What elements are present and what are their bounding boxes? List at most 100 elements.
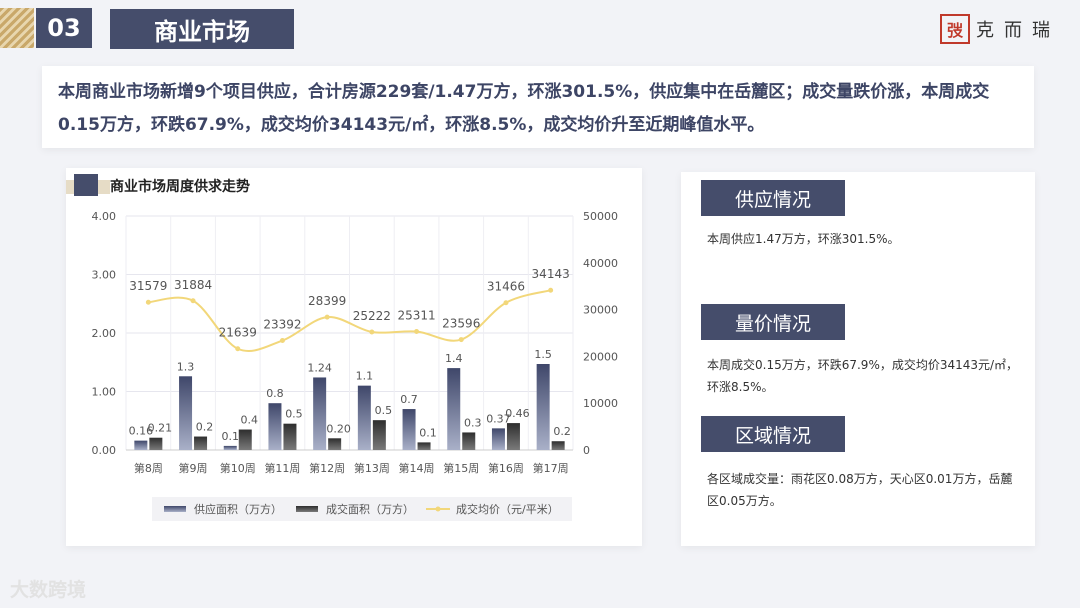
deal-bar (328, 438, 342, 450)
section-title: 商业市场 (110, 9, 294, 49)
legend-supply-swatch (164, 506, 186, 512)
deal-bar (462, 432, 476, 450)
y-left-tick-label: 1.00 (92, 386, 117, 399)
y-right-tick-label: 50000 (583, 210, 618, 223)
chart-card: 商业市场周度供求走势 0.00 1.00 2.00 3.00 4.00 0 10000 200… (66, 168, 642, 546)
deal-data-label: 0.20 (326, 422, 351, 435)
deal-data-label: 0.3 (464, 416, 482, 429)
price-point (503, 300, 509, 306)
deal-data-label: 0.1 (419, 426, 437, 439)
supply-bar (268, 403, 282, 450)
price-data-label: 34143 (532, 267, 570, 281)
chart-title-marker (74, 174, 98, 196)
price-data-label: 23392 (263, 318, 301, 332)
summary-text: 本周商业市场新增9个项目供应，合计房源229套/1.47万方，环涨301.5%，… (58, 82, 990, 135)
x-tick-label: 第13周 (354, 461, 390, 475)
x-tick-label: 第17周 (533, 461, 569, 475)
price-data-label: 28399 (308, 294, 346, 308)
info-panel: 供应情况 本周供应1.47万方，环涨301.5%。 量价情况 本周成交0.15万… (681, 172, 1035, 546)
supply-data-label: 0.7 (400, 393, 418, 406)
supply-data-label: 0.16 (129, 425, 154, 438)
y-right-tick-label: 40000 (583, 257, 618, 270)
supply-bar (491, 428, 505, 450)
legend-background (152, 497, 572, 521)
price-point (369, 329, 375, 335)
volume-price-section-button: 量价情况 (701, 304, 845, 340)
price-point (190, 298, 196, 304)
supply-data-label: 1.24 (307, 361, 332, 374)
header-accent-stripe (0, 8, 34, 48)
x-tick-label: 第16周 (488, 461, 524, 475)
x-tick-label: 第9周 (179, 461, 208, 475)
price-point (235, 346, 241, 352)
deal-bar (506, 423, 520, 450)
section-number: 03 (36, 8, 92, 48)
supply-section-button: 供应情况 (701, 180, 845, 216)
supply-bar (357, 385, 371, 450)
deal-bar (372, 420, 386, 450)
logo-text: 克而瑞 (976, 20, 1060, 41)
y-left-tick-label: 0.00 (92, 444, 117, 457)
brand-logo: 弢 克而瑞 (940, 14, 1060, 44)
x-tick-label: 第10周 (220, 461, 256, 475)
legend-deal-label: 成交面积（万方） (326, 502, 414, 516)
deal-data-label: 0.5 (375, 404, 393, 417)
price-point (145, 299, 151, 305)
x-tick-label: 第12周 (309, 461, 345, 475)
supply-data-label: 1.1 (356, 370, 374, 383)
y-left-tick-label: 2.00 (92, 327, 117, 340)
supply-bar (447, 368, 461, 450)
deal-bar (194, 436, 208, 450)
price-point (324, 314, 330, 320)
legend-price-marker (435, 506, 441, 512)
deal-data-label: 0.21 (148, 422, 173, 435)
price-data-label: 25311 (397, 309, 435, 323)
summary-box: 本周商业市场新增9个项目供应，合计房源229套/1.47万方，环涨301.5%，… (42, 66, 1034, 148)
legend-price-label: 成交均价（元/平米） (456, 502, 559, 516)
supply-data-label: 1.5 (534, 348, 552, 361)
deal-data-label: 0.2 (196, 421, 214, 434)
y-left-tick-label: 3.00 (92, 269, 117, 282)
price-point (279, 338, 285, 344)
price-data-label: 31466 (487, 280, 525, 294)
region-section-text: 各区域成交量：雨花区0.08万方，天心区0.01万方，岳麓区0.05万方。 (707, 472, 1013, 508)
supply-bar (134, 440, 148, 450)
y-right-tick-label: 0 (583, 444, 590, 457)
supply-bar (179, 376, 193, 450)
deal-data-label: 0.2 (553, 425, 571, 438)
legend-supply-label: 供应面积（万方） (194, 502, 282, 516)
price-point (414, 329, 420, 335)
chart-title: 商业市场周度供求走势 (110, 179, 250, 195)
supply-data-label: 0.37 (486, 412, 511, 425)
supply-data-label: 1.3 (177, 360, 195, 373)
price-point (548, 287, 554, 293)
supply-section-text: 本周供应1.47万方，环涨301.5%。 (707, 232, 900, 246)
x-tick-label: 第11周 (264, 461, 300, 475)
deal-bar (551, 441, 565, 450)
supply-bar (223, 445, 237, 450)
deal-bar (149, 437, 163, 450)
y-left-tick-label: 4.00 (92, 210, 117, 223)
deal-bar (283, 423, 297, 450)
deal-bar (417, 442, 431, 450)
supply-data-label: 1.4 (445, 352, 463, 365)
supply-bar (313, 377, 327, 450)
deal-data-label: 0.5 (285, 408, 303, 421)
deal-bar (238, 429, 252, 450)
volume-price-section-text: 本周成交0.15万方，环跌67.9%，成交均价34143元/㎡，环涨8.5%。 (707, 358, 1019, 394)
chart-svg: 0.00 1.00 2.00 3.00 4.00 0 10000 20000 30000 4000… (92, 210, 618, 521)
price-line (148, 289, 551, 352)
deal-data-label: 0.46 (505, 407, 530, 420)
price-data-label: 23596 (442, 317, 480, 331)
price-data-label: 25222 (353, 309, 391, 323)
y-right-tick-label: 10000 (583, 397, 618, 410)
supply-bar (402, 409, 416, 450)
supply-data-label: 0.8 (266, 387, 284, 400)
y-right-tick-label: 20000 (583, 350, 618, 363)
price-data-label: 21639 (219, 326, 257, 340)
legend-deal-swatch (296, 506, 318, 512)
supply-data-label: 0.1 (222, 430, 240, 443)
x-tick-label: 第14周 (399, 461, 435, 475)
logo-seal-icon: 弢 (940, 14, 970, 44)
watermark: 大数跨境 (10, 579, 87, 601)
